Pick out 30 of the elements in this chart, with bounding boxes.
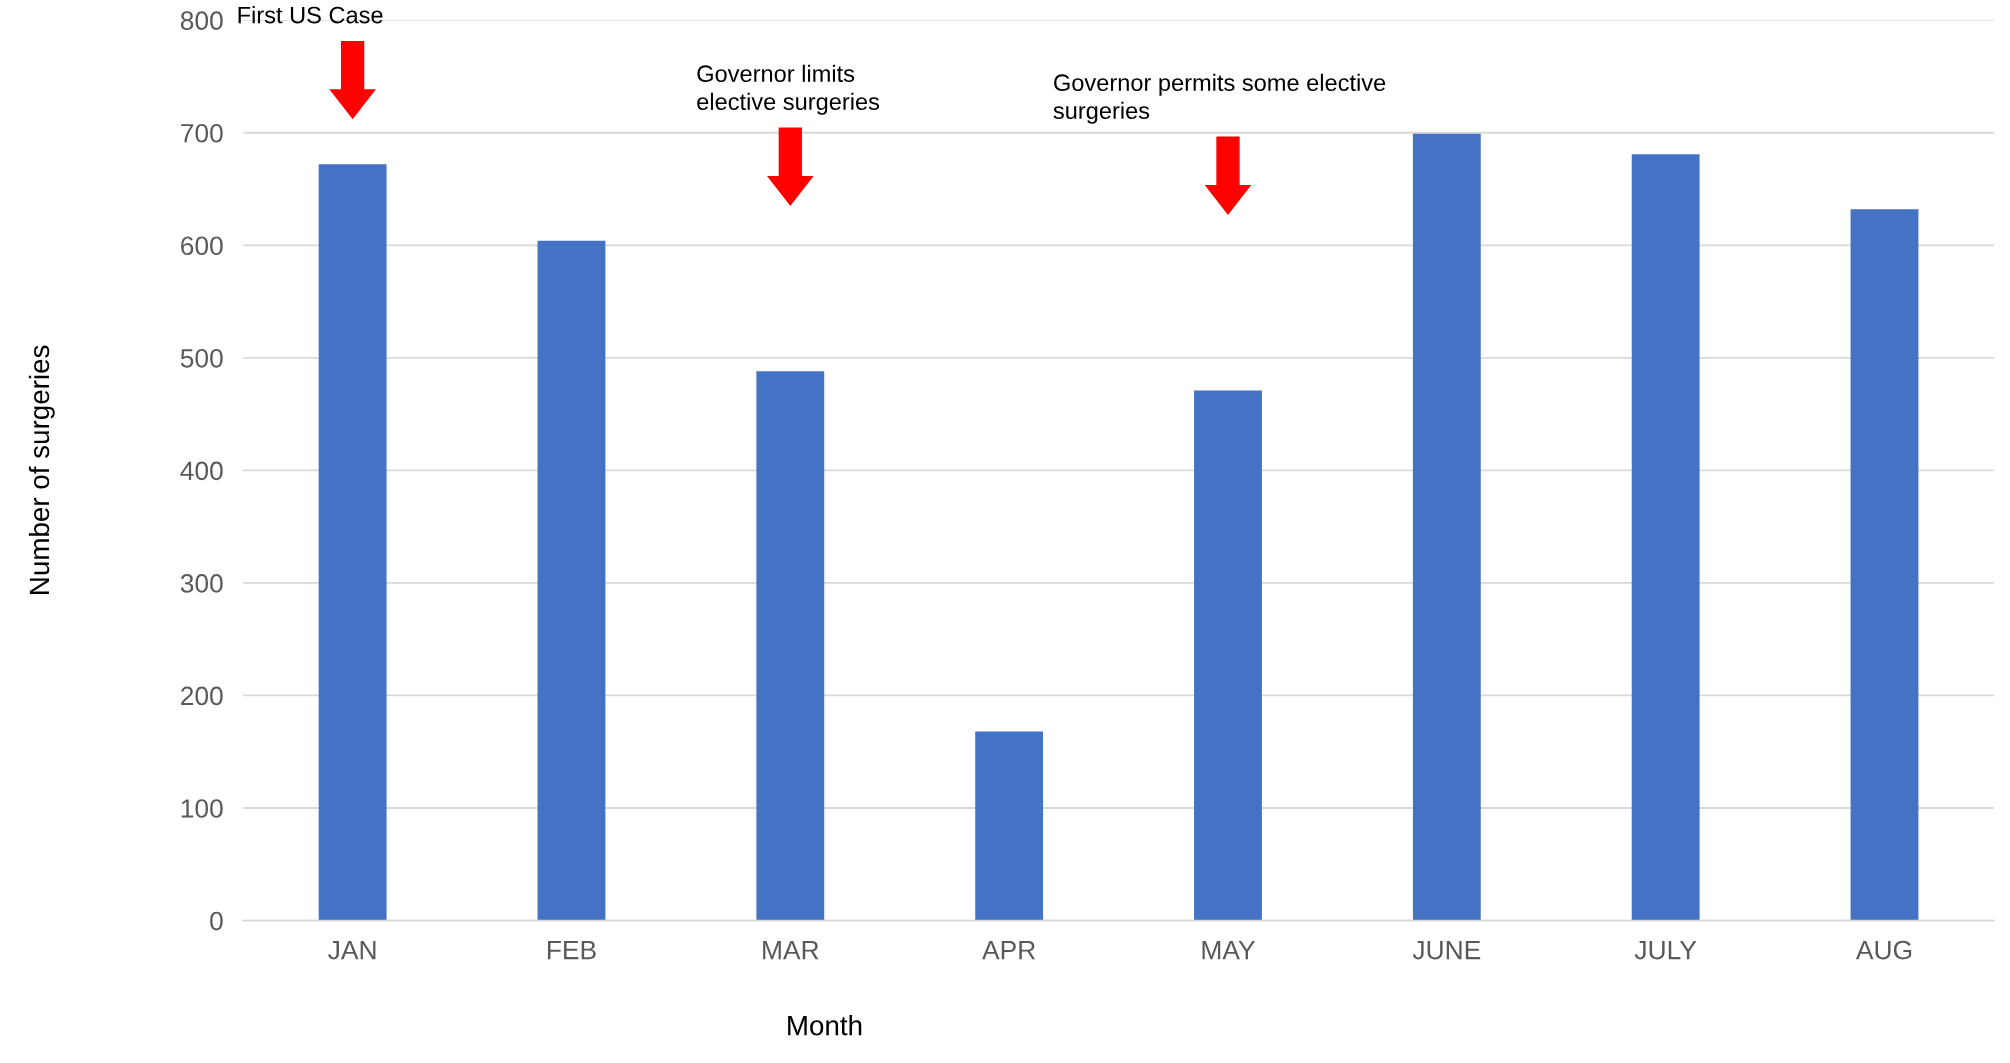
- y-tick-label: 600: [181, 236, 223, 256]
- annotation: First US Case: [238, 6, 383, 24]
- x-axis-title: Month: [788, 1015, 862, 1036]
- bar: [756, 371, 825, 921]
- y-tick-label: 100: [181, 799, 223, 818]
- bar: [1194, 390, 1262, 921]
- x-tick-label: AUG: [1855, 940, 1912, 960]
- y-tick-label: 400: [180, 461, 223, 481]
- bar: [318, 164, 387, 921]
- x-tick-label: MAR: [763, 940, 819, 960]
- bar: [1412, 133, 1481, 921]
- bar: [1850, 209, 1919, 921]
- bar: [537, 240, 606, 921]
- y-axis-title: Number of surgeries: [28, 345, 55, 594]
- x-tick-label: APR: [982, 940, 1036, 960]
- annotation: Governor limits elective surgeries: [697, 64, 880, 115]
- x-tick-label: FEB: [547, 940, 596, 960]
- x-tick-label: MAY: [1202, 940, 1256, 960]
- annotation: Governor permits some elective surgeries: [1053, 73, 1386, 124]
- x-tick-label: JAN: [328, 940, 376, 960]
- bar: [975, 731, 1044, 921]
- x-tick-label: JULY: [1634, 940, 1697, 960]
- y-tick-label: 200: [181, 686, 223, 706]
- y-tick-label: 0: [210, 911, 223, 931]
- y-tick-label: 800: [180, 11, 223, 31]
- y-tick-label: 700: [181, 123, 223, 143]
- bar: [1631, 154, 1700, 921]
- y-tick-label: 300: [180, 574, 223, 593]
- y-tick-label: 500: [180, 348, 223, 368]
- x-tick-label: JUNE: [1412, 940, 1481, 960]
